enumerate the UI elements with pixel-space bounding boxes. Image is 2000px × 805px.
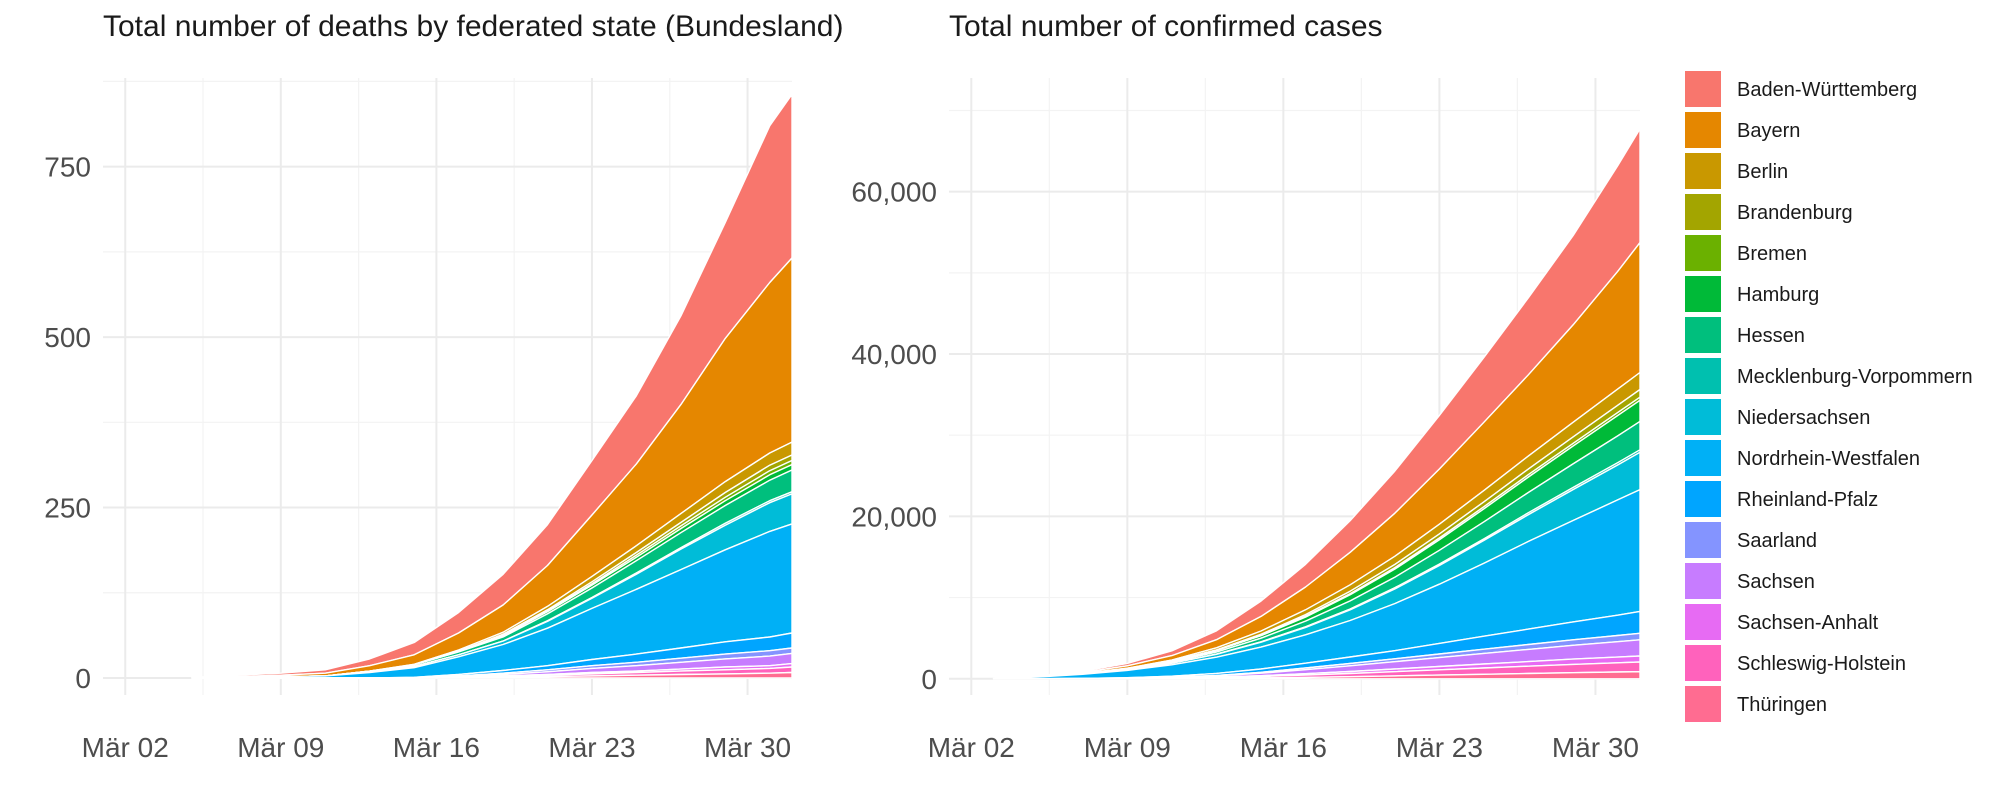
cases-y-axis: 0 20,000 40,000 60,000 [851,177,937,695]
deaths-areas [191,93,793,679]
legend-swatch-saarland [1685,522,1721,558]
legend-swatch-rheinland-pfalz [1685,481,1721,517]
legend-swatch-baden-wurttemberg [1685,71,1721,107]
cases-area-thuringen [992,671,1641,680]
deaths-chart-title: Total number of deaths by federated stat… [103,10,843,43]
deaths-x-tick-label: Mär 09 [237,732,324,763]
legend-swatch-bremen [1685,235,1721,271]
legend-label-hessen: Hessen [1737,325,1805,347]
cases-x-tick-label: Mär 30 [1552,732,1639,763]
legend-label-berlin: Berlin [1737,161,1788,183]
legend-label-bremen: Bremen [1737,243,1807,265]
cases-x-tick-label: Mär 09 [1084,732,1171,763]
deaths-chart: Total number of deaths by federated stat… [44,10,843,763]
legend-label-saarland: Saarland [1737,530,1817,552]
legend-swatch-mecklenburg-vorpommern [1685,358,1721,394]
deaths-y-axis: 0 250 500 750 [44,152,91,694]
legend-swatch-schleswig-holstein [1685,645,1721,681]
legend-swatch-hamburg [1685,276,1721,312]
deaths-area-thuringen [191,671,793,679]
legend-swatch-berlin [1685,153,1721,189]
cases-y-tick-label: 0 [921,664,937,695]
legend-label-niedersachsen: Niedersachsen [1737,407,1870,429]
legend-label-baden-wurttemberg: Baden-Württemberg [1737,79,1917,101]
legend-label-nordrhein-westfalen: Nordrhein-Westfalen [1737,448,1920,470]
cases-chart: Total number of confirmed cases 0 20,000 4… [851,10,1641,763]
legend-label-rheinland-pfalz: Rheinland-Pfalz [1737,489,1878,511]
deaths-x-axis: Mär 02 Mär 09 Mär 16 Mär 23 Mär 30 [82,732,791,763]
legend-label-bayern: Bayern [1737,120,1800,142]
cases-x-tick-label: Mär 23 [1396,732,1483,763]
deaths-y-tick-label: 0 [75,663,91,694]
legend-swatch-hessen [1685,317,1721,353]
legend-label-schleswig-holstein: Schleswig-Holstein [1737,653,1906,675]
cases-x-tick-label: Mär 16 [1240,732,1327,763]
legend-label-sachsen: Sachsen [1737,571,1815,593]
legend: Baden-Württemberg Bayern Berlin Brandenburg… [1685,71,1973,722]
cases-x-tick-label: Mär 02 [928,732,1015,763]
cases-y-tick-label: 40,000 [851,339,937,370]
deaths-x-tick-label: Mär 23 [548,732,635,763]
legend-label-hamburg: Hamburg [1737,284,1819,306]
legend-label-mecklenburg-vorpommern: Mecklenburg-Vorpommern [1737,366,1973,388]
legend-swatch-thuringen [1685,686,1721,722]
legend-label-brandenburg: Brandenburg [1737,202,1853,224]
cases-areas [992,128,1641,680]
legend-swatch-sachsen [1685,563,1721,599]
legend-swatch-nordrhein-westfalen [1685,440,1721,476]
deaths-y-tick-label: 750 [44,152,91,183]
deaths-y-tick-label: 500 [44,322,91,353]
legend-swatch-niedersachsen [1685,399,1721,435]
legend-label-sachsen-anhalt: Sachsen-Anhalt [1737,612,1879,634]
deaths-y-tick-label: 250 [44,493,91,524]
cases-y-tick-label: 60,000 [851,177,937,208]
legend-label-thuringen: Thüringen [1737,694,1827,716]
cases-x-axis: Mär 02 Mär 09 Mär 16 Mär 23 Mär 30 [928,732,1639,763]
cases-y-tick-label: 20,000 [851,501,937,532]
cases-chart-title: Total number of confirmed cases [949,10,1383,43]
legend-swatch-bayern [1685,112,1721,148]
legend-swatch-brandenburg [1685,194,1721,230]
deaths-x-tick-label: Mär 16 [393,732,480,763]
legend-swatch-sachsen-anhalt [1685,604,1721,640]
deaths-x-tick-label: Mär 30 [704,732,791,763]
deaths-x-tick-label: Mär 02 [82,732,169,763]
